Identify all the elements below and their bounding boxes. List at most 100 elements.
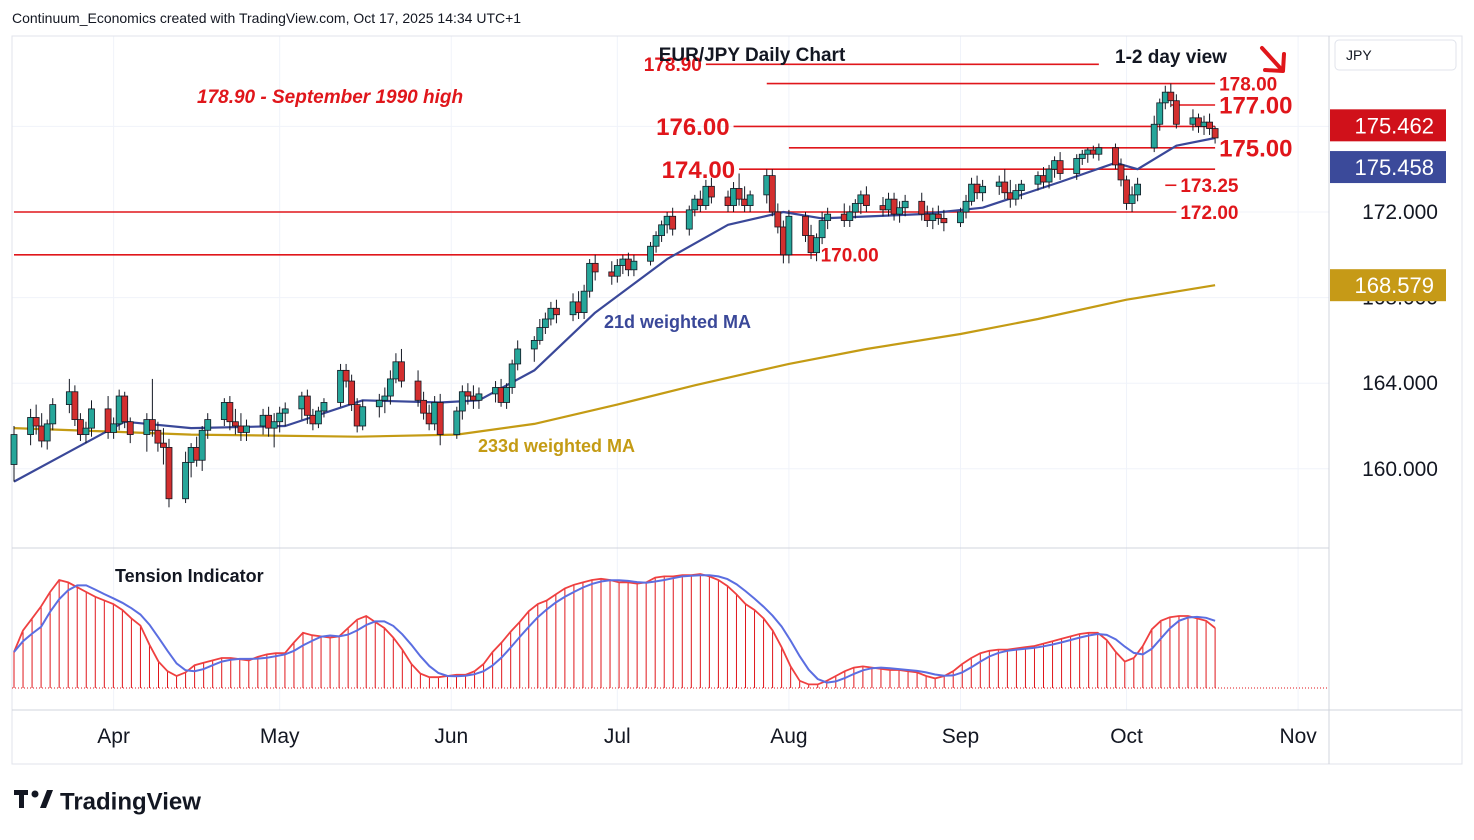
candle-25 — [204, 413, 212, 439]
candle-17 — [148, 378, 156, 437]
candle-66 — [530, 336, 538, 362]
candle-body-100 — [785, 215, 793, 256]
candle-body-56 — [453, 410, 461, 435]
candle-body-64 — [508, 363, 516, 388]
y-tick-label-3: 172.000 — [1362, 201, 1438, 224]
chart-title: EUR/JPY Daily Chart — [659, 45, 846, 66]
candle-145 — [1134, 177, 1142, 202]
time-axis: Apr May Jun Jul Aug Sep Oct Nov — [97, 725, 1317, 748]
candle-body-74 — [586, 262, 594, 292]
candle-body-6 — [65, 391, 73, 406]
candle-body-136 — [1073, 158, 1081, 174]
candle-body-39 — [315, 410, 322, 425]
candle-46 — [375, 393, 383, 418]
candle-body-12 — [110, 423, 118, 433]
candle-52 — [420, 391, 427, 420]
candle-body-83 — [658, 224, 665, 236]
candle-body-23 — [193, 446, 201, 461]
candle-body-113 — [890, 198, 898, 215]
candle-body-76 — [608, 271, 616, 277]
candle-body-14 — [121, 395, 129, 423]
candle-79 — [624, 252, 632, 277]
candle-55 — [436, 393, 444, 446]
candle-body-98 — [774, 211, 782, 228]
candle-97 — [768, 169, 776, 217]
candle-148 — [1161, 85, 1169, 110]
candle-92 — [730, 182, 737, 212]
level-label-2: 177.00 — [1219, 93, 1292, 120]
candle-body-41 — [337, 369, 344, 403]
candle-body-124 — [973, 183, 981, 194]
candle-24 — [198, 426, 206, 471]
candle-body-10 — [88, 408, 95, 429]
candle-122 — [962, 194, 970, 219]
candle-113 — [890, 192, 898, 221]
level-label-6: 173.25 — [1180, 176, 1239, 197]
candle-body-69 — [547, 307, 555, 320]
candle-body-154 — [1206, 121, 1213, 129]
candle-77 — [613, 259, 621, 283]
candle-body-58 — [464, 391, 472, 397]
tradingview-logo: TradingView — [14, 788, 201, 817]
candle-19 — [160, 428, 167, 465]
candle-body-57 — [458, 391, 466, 412]
candle-body-46 — [375, 399, 383, 408]
candle-8 — [77, 413, 84, 441]
candle-39 — [315, 406, 322, 429]
candle-body-24 — [198, 429, 206, 461]
candle-body-67 — [536, 327, 544, 341]
candle-body-134 — [1051, 160, 1058, 170]
candle-body-104 — [818, 220, 826, 239]
candle-102 — [807, 224, 815, 260]
candle-101 — [802, 212, 809, 242]
candle-body-47 — [381, 395, 389, 401]
candle-38 — [309, 408, 317, 431]
candle-body-1 — [27, 417, 35, 435]
candle-body-153 — [1200, 121, 1208, 127]
candle-137 — [1078, 149, 1086, 165]
candle-15 — [126, 417, 134, 444]
candle-body-38 — [309, 414, 317, 425]
candle-body-103 — [813, 237, 820, 254]
candle-49 — [392, 353, 400, 384]
candle-body-54 — [431, 402, 439, 425]
candle-150 — [1172, 94, 1180, 129]
candle-body-25 — [204, 419, 212, 431]
candle-body-7 — [71, 391, 79, 420]
y-tick-label-1: 164.000 — [1362, 372, 1438, 395]
candle-23 — [193, 436, 201, 467]
candle-body-93 — [735, 188, 743, 200]
candle-151 — [1189, 109, 1197, 131]
candle-35 — [281, 402, 289, 426]
candle-body-107 — [846, 211, 854, 221]
candle-103 — [813, 233, 820, 262]
ma21-badge-text: 175.458 — [1354, 155, 1434, 180]
candle-body-19 — [160, 442, 167, 448]
candle-body-115 — [901, 200, 909, 209]
candle-110 — [862, 186, 870, 212]
candle-11 — [104, 396, 112, 439]
candle-body-97 — [768, 175, 776, 213]
candle-body-152 — [1195, 117, 1202, 127]
candle-125 — [979, 179, 987, 202]
candle-body-45 — [359, 406, 367, 427]
currency-box[interactable] — [1334, 39, 1457, 71]
candle-63 — [503, 383, 511, 409]
candle-body-119 — [934, 213, 942, 219]
down-arrow-icon — [1260, 46, 1286, 73]
candle-body-133 — [1045, 168, 1053, 183]
candle-body-118 — [929, 213, 937, 221]
x-tick-label-4: Aug — [770, 725, 807, 748]
candle-body-44 — [353, 404, 361, 427]
candle-body-78 — [619, 258, 627, 266]
candle-body-40 — [320, 402, 328, 412]
candle-body-130 — [1017, 183, 1025, 191]
candle-body-106 — [840, 213, 848, 221]
candle-body-86 — [685, 209, 693, 230]
view-label: 1-2 day view — [1115, 47, 1227, 68]
candle-body-60 — [475, 393, 483, 401]
candle-124 — [973, 175, 981, 200]
candle-body-3 — [38, 425, 46, 442]
ma233-label: 233d weighted MA — [478, 436, 635, 456]
